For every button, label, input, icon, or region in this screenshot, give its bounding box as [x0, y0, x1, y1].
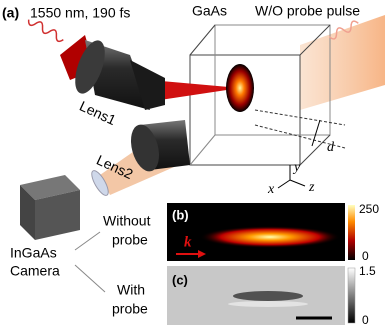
figure: d (a) 1550 nm, 190 fs GaAs W/O probe pul…: [0, 0, 385, 335]
absorption-profile: [233, 291, 303, 301]
panel-label: (a): [2, 5, 19, 21]
camera: [20, 175, 80, 240]
connector: [75, 232, 105, 292]
lens1-label: Lens1: [77, 98, 119, 129]
axis-label: y: [292, 160, 301, 175]
colorbar-tick: 250: [359, 202, 379, 216]
condition-label: With: [117, 282, 145, 298]
camera-label: InGaAs: [10, 245, 57, 261]
thickness-arrow: [312, 120, 320, 146]
colorbar-tick: 0: [362, 249, 369, 263]
colorbar-b: [348, 205, 355, 260]
intensity-profile: [200, 226, 340, 248]
colorbar-tick: 0: [362, 313, 369, 327]
wavevector-label: k: [184, 234, 192, 250]
probe-label: W/O probe pulse: [255, 3, 360, 19]
camera-label: Camera: [10, 263, 60, 279]
condition-label: probe: [112, 232, 148, 248]
colorbar-tick: 1.5: [359, 264, 376, 278]
condition-label: Without: [103, 213, 151, 229]
axis-label: z: [308, 180, 315, 195]
axis-triad: [278, 165, 305, 188]
panel-label: (c): [172, 272, 188, 287]
absorption-fringe: [228, 301, 308, 307]
sample-label: GaAs: [192, 3, 227, 19]
panel-label: (b): [172, 207, 189, 222]
pulse-label: 1550 nm, 190 fs: [30, 5, 130, 21]
colorbar-c: [348, 268, 355, 323]
focal-spot: [226, 64, 254, 112]
thickness-label: d: [327, 140, 335, 155]
axis-label: x: [267, 182, 275, 197]
condition-label: probe: [112, 301, 148, 317]
